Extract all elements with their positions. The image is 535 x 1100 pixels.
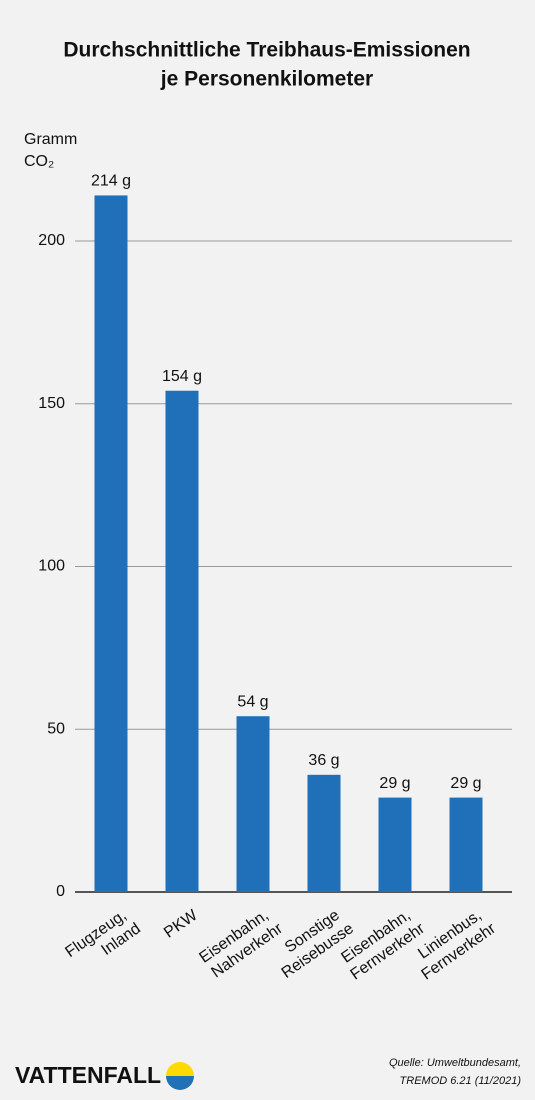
y-tick-label: 100: [38, 558, 65, 575]
y-tick-label: 150: [38, 395, 65, 412]
value-label: 36 g: [308, 752, 339, 769]
value-label: 29 g: [450, 775, 481, 792]
brand: VATTENFALL: [15, 1062, 161, 1088]
bar: [94, 195, 128, 892]
bar: [236, 716, 270, 892]
source: Quelle: Umweltbundesamt,: [389, 1057, 521, 1069]
bar: [165, 390, 199, 892]
y-axis-label: Gramm: [24, 131, 77, 148]
y-tick-label: 0: [56, 883, 65, 900]
bar: [307, 774, 341, 892]
value-label: 29 g: [379, 775, 410, 792]
value-label: 54 g: [237, 693, 268, 710]
source: TREMOD 6.21 (11/2021): [400, 1075, 522, 1087]
logo: [166, 1062, 194, 1090]
y-tick-label: 50: [47, 720, 65, 737]
bar: [449, 797, 483, 892]
y-tick-label: 200: [38, 232, 65, 249]
value-label: 154 g: [162, 368, 202, 385]
chart-title: je Personenkilometer: [160, 68, 373, 91]
chart-title: Durchschnittliche Treibhaus-Emissionen: [63, 39, 470, 62]
value-label: 214 g: [91, 173, 131, 190]
bar: [378, 797, 412, 892]
y-axis-label: CO₂: [24, 153, 54, 170]
